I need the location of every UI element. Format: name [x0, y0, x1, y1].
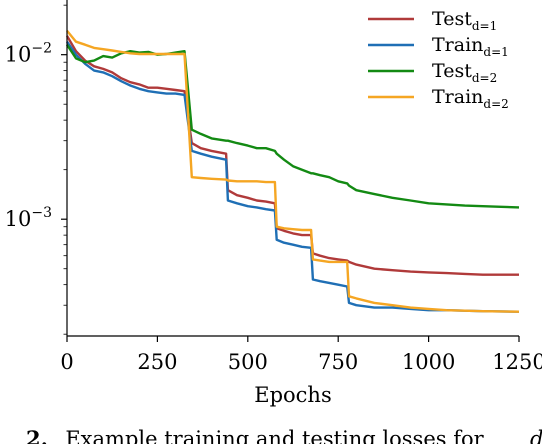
series-line-test-d1 [65, 35, 519, 276]
series-line-train-d1 [66, 41, 520, 313]
y-tick-label: 10−2 [5, 41, 52, 67]
legend-entry: Traind=2 [432, 86, 509, 111]
x-axis-title: Epochs [254, 383, 331, 407]
x-tick-label: 1000 [402, 350, 455, 374]
x-tick-label: 1250 [492, 350, 542, 374]
caption-variable: d [530, 427, 542, 444]
x-tick-label: 250 [137, 350, 177, 374]
legend-entry: Traind=1 [432, 34, 509, 59]
y-tick-label: 10−3 [5, 205, 52, 231]
caption-fragment: 2. Example training and testing losses f… [26, 426, 542, 444]
caption-label: 2. [26, 426, 48, 444]
y-ticks: 10−2 10−3 [5, 4, 67, 335]
series-line-train-d2 [66, 29, 520, 313]
legend-entry: Testd=2 [432, 60, 497, 85]
x-tick-label: 500 [228, 350, 268, 374]
x-tick-label: 0 [60, 350, 73, 374]
x-tick-label: 750 [318, 350, 358, 374]
caption-text: Example training and testing losses for [52, 427, 490, 444]
x-ticks: 0 250 500 750 1000 1250 [60, 336, 542, 374]
series-line-test-d2 [65, 44, 520, 209]
legend-entry: Testd=1 [432, 8, 497, 33]
axes [66, 0, 519, 337]
plot-area [65, 29, 520, 313]
